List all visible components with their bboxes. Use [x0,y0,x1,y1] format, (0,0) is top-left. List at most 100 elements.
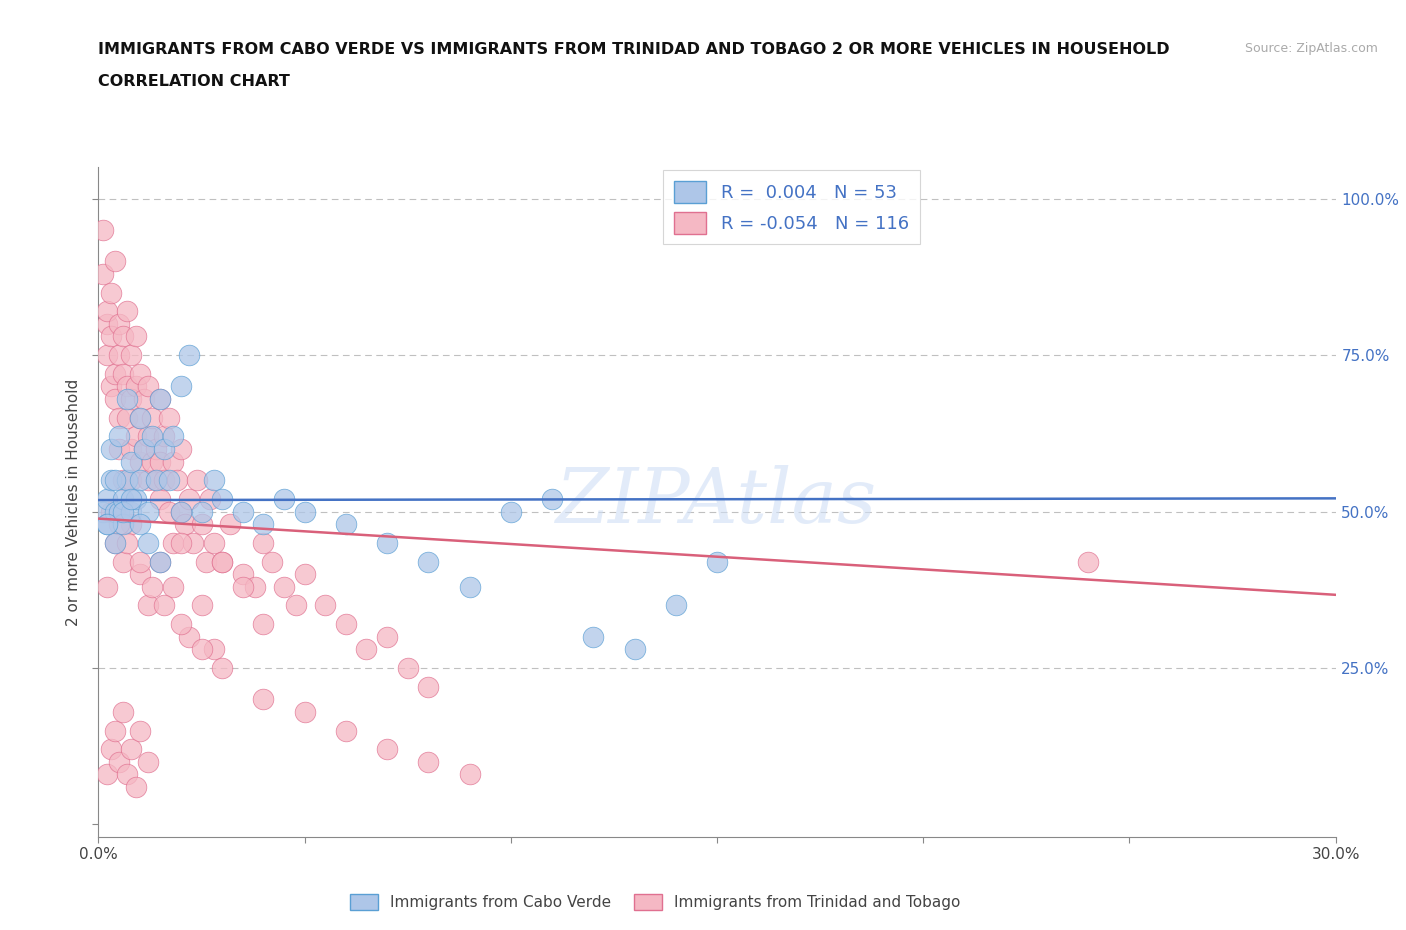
Text: Source: ZipAtlas.com: Source: ZipAtlas.com [1244,42,1378,55]
Point [149,554,172,569]
Point [190,517,212,532]
Point [202,642,225,657]
Point [128,554,150,569]
Point [132,442,155,457]
Point [128,566,150,581]
Point [170,536,193,551]
Point [104,366,127,381]
Point [96,517,118,532]
Point [117,379,139,394]
Point [458,767,481,782]
Point [149,554,172,569]
Point [294,566,316,581]
Point [149,392,172,406]
Point [120,742,142,757]
Point [232,566,254,581]
Point [100,379,122,394]
Point [108,348,131,363]
Point [100,329,122,344]
Point [162,454,184,469]
Y-axis label: 2 or more Vehicles in Household: 2 or more Vehicles in Household [66,379,82,626]
Point [285,598,308,613]
Point [120,392,142,406]
Point [418,754,440,769]
Point [136,472,159,487]
Point [211,660,233,675]
Point [582,630,605,644]
Point [211,554,233,569]
Point [117,392,139,406]
Point [153,598,176,613]
Point [190,598,212,613]
Point [294,704,316,719]
Point [136,754,159,769]
Point [145,472,167,487]
Point [96,316,118,331]
Point [136,536,159,551]
Point [124,379,146,394]
Point [108,410,131,425]
Point [375,536,398,551]
Point [96,304,118,319]
Point [170,504,193,519]
Point [100,286,122,300]
Point [141,454,163,469]
Point [112,554,135,569]
Point [117,472,139,487]
Point [211,492,233,507]
Point [170,504,193,519]
Point [314,598,336,613]
Text: IMMIGRANTS FROM CABO VERDE VS IMMIGRANTS FROM TRINIDAD AND TOBAGO 2 OR MORE VEHI: IMMIGRANTS FROM CABO VERDE VS IMMIGRANTS… [98,42,1170,57]
Point [194,554,217,569]
Point [104,254,127,269]
Point [665,598,688,613]
Point [112,366,135,381]
Point [190,642,212,657]
Point [124,779,146,794]
Point [100,472,122,487]
Point [162,429,184,444]
Point [124,492,146,507]
Point [170,379,193,394]
Point [145,442,167,457]
Point [120,454,142,469]
Point [112,504,135,519]
Text: ZIPAtlas: ZIPAtlas [557,465,877,539]
Point [108,754,131,769]
Point [1077,554,1099,569]
Point [202,536,225,551]
Point [112,517,135,532]
Point [112,704,135,719]
Point [132,442,155,457]
Point [232,579,254,594]
Point [141,579,163,594]
Point [335,617,357,631]
Point [120,472,142,487]
Point [273,579,295,594]
Point [202,472,225,487]
Point [91,266,114,281]
Point [252,517,274,532]
Point [149,392,172,406]
Point [232,504,254,519]
Point [120,504,142,519]
Point [104,536,127,551]
Point [108,442,131,457]
Point [100,742,122,757]
Point [124,329,146,344]
Point [181,536,204,551]
Point [157,410,180,425]
Point [96,517,118,532]
Point [166,472,188,487]
Point [128,454,150,469]
Point [100,442,122,457]
Point [96,348,118,363]
Point [375,630,398,644]
Point [128,517,150,532]
Point [252,692,274,707]
Point [104,504,127,519]
Point [96,579,118,594]
Point [162,579,184,594]
Point [153,429,176,444]
Point [117,536,139,551]
